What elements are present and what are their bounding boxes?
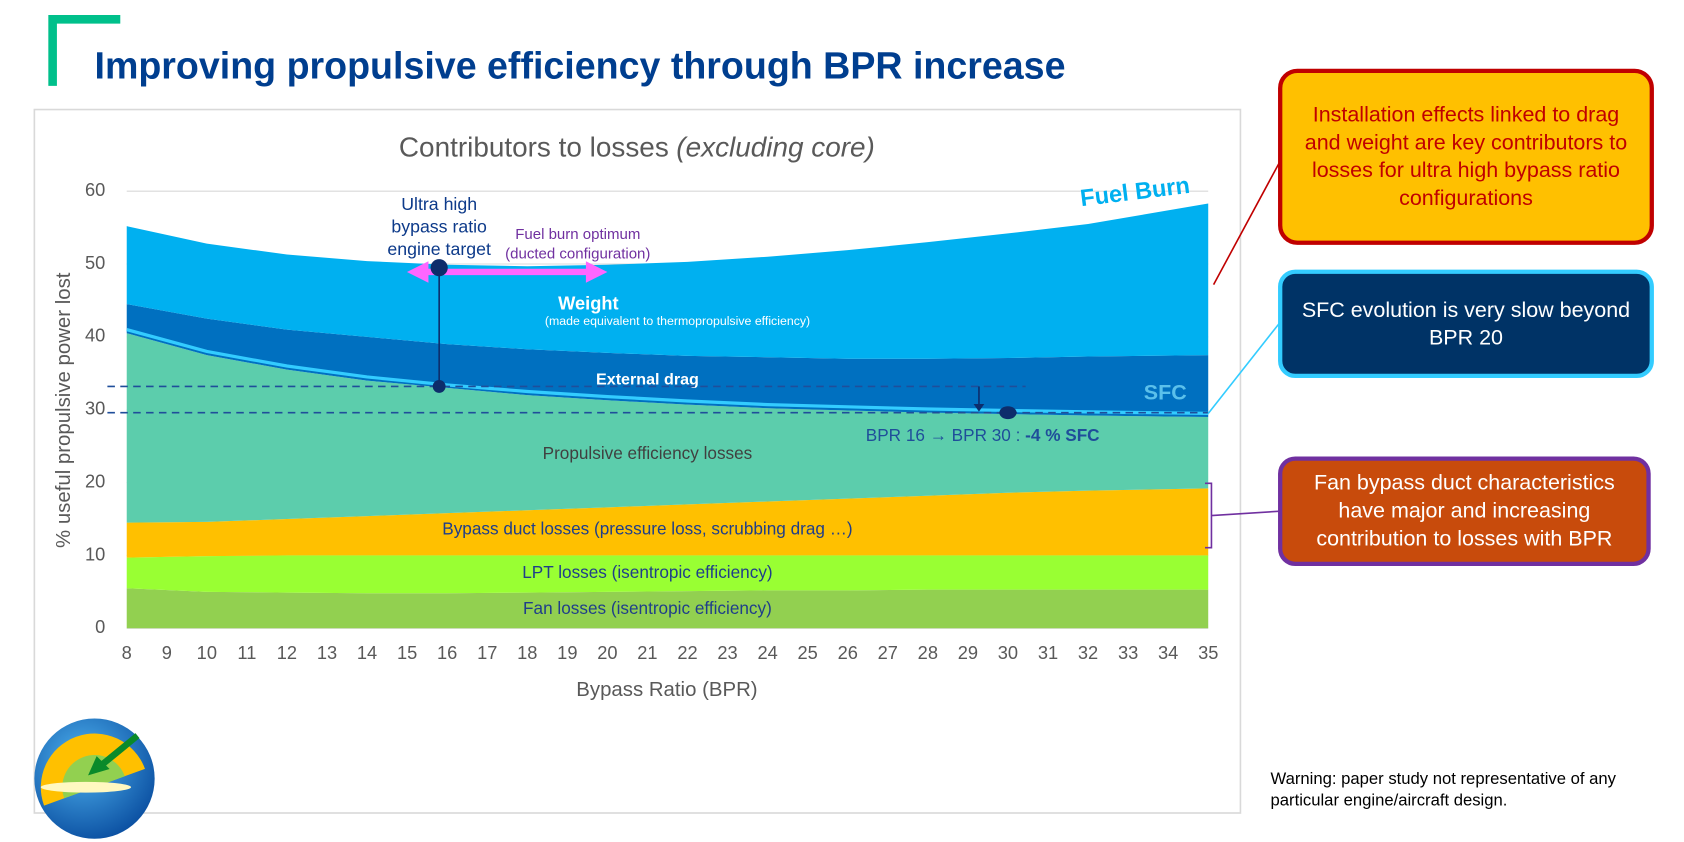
- callout: Installation effects linked to drag and …: [1304, 103, 1628, 211]
- y-tick-label: 20: [85, 470, 105, 491]
- area: [126, 304, 1209, 418]
- sfc-label: SFC: [1144, 381, 1187, 405]
- y-axis-label: % useful propulsive power lost: [53, 272, 75, 548]
- y-tick-label: 50: [85, 252, 105, 273]
- y-tick-label: 40: [85, 325, 105, 346]
- area: [126, 203, 1209, 359]
- x-tick-label: 19: [557, 642, 577, 663]
- sfc-gain-value: -4 % SFC: [1025, 425, 1099, 445]
- chart-title-main: Contributors to losses: [399, 132, 669, 163]
- arrow-head: [973, 404, 985, 412]
- x-tick-label: 33: [1118, 642, 1138, 663]
- area-note: (made equivalent to thermopropulsive eff…: [545, 314, 810, 328]
- x-tick-label: 31: [1038, 642, 1058, 663]
- callout: SFC evolution is very slow beyond BPR 20: [1301, 298, 1631, 350]
- target-base: [432, 379, 446, 393]
- x-tick-label: 14: [357, 642, 377, 663]
- x-tick-label: 16: [437, 642, 457, 663]
- y-tick-label: 10: [85, 543, 105, 564]
- target-label: engine target: [387, 239, 491, 259]
- area: [126, 555, 1209, 594]
- area: [126, 333, 1209, 523]
- x-tick-label: 23: [717, 642, 737, 663]
- warning-text: Warning: paper study not representative …: [1270, 770, 1616, 810]
- x-tick-label: 25: [798, 642, 818, 663]
- y-tick-label: 0: [95, 616, 105, 637]
- sfc-point: [999, 406, 1017, 420]
- x-tick-label: 12: [277, 642, 297, 663]
- x-tick-label: 22: [677, 642, 697, 663]
- sfc-line: [126, 328, 1209, 415]
- x-tick-label: 26: [838, 642, 858, 663]
- target-label: bypass ratio: [391, 216, 487, 236]
- area-label: Bypass duct losses (pressure loss, scrub…: [442, 518, 852, 538]
- y-tick-label: 30: [85, 398, 105, 419]
- callout-box: [1278, 269, 1654, 379]
- x-tick-label: 18: [517, 642, 537, 663]
- x-tick-label: 20: [597, 642, 617, 663]
- sfc-gain: BPR 16 → BPR 30 : -4 % SFC: [866, 425, 1100, 445]
- chart-title-note: (excluding core): [676, 132, 875, 163]
- slide-title: Improving propulsive efficiency through …: [95, 45, 1066, 87]
- x-tick-label: 9: [162, 642, 172, 663]
- optimum-label: (ducted configuration): [505, 246, 650, 263]
- callout-text: SFC evolution is very slow beyond BPR 20: [1301, 298, 1631, 350]
- y-tick-label: 60: [85, 179, 105, 200]
- warning: Warning: paper study not representative …: [1270, 770, 1616, 810]
- area: [126, 588, 1209, 629]
- x-tick-label: 28: [918, 642, 938, 663]
- x-tick-label: 35: [1198, 642, 1218, 663]
- area: [126, 488, 1209, 558]
- x-tick-label: 29: [958, 642, 978, 663]
- area-label: Propulsive efficiency losses: [543, 443, 753, 463]
- x-tick-label: 27: [878, 642, 898, 663]
- x-tick-label: 17: [477, 642, 497, 663]
- x-tick-label: 8: [122, 642, 132, 663]
- target-label: Ultra high: [401, 194, 477, 214]
- chart-title: Contributors to losses (excluding core): [399, 132, 875, 163]
- area-label: Weight: [558, 292, 619, 313]
- arrow-head: [406, 261, 429, 283]
- logo: [34, 718, 155, 839]
- area-label: Fan losses (isentropic efficiency): [523, 598, 772, 618]
- optimum-label: Fuel burn optimum: [515, 226, 640, 243]
- callout: Fan bypass duct characteristics have maj…: [1313, 471, 1615, 551]
- callout-text: Fan bypass duct characteristics have maj…: [1313, 471, 1615, 551]
- area-label: External drag: [596, 370, 699, 388]
- callout-box: [1278, 68, 1654, 245]
- target-point: [430, 259, 448, 277]
- x-tick-label: 10: [197, 642, 217, 663]
- connector: [1207, 321, 1281, 414]
- x-tick-label: 21: [637, 642, 657, 663]
- x-tick-label: 15: [397, 642, 417, 663]
- x-axis-label: Bypass Ratio (BPR): [576, 679, 757, 701]
- callout-text: Installation effects linked to drag and …: [1304, 103, 1628, 211]
- connector: [1212, 160, 1281, 285]
- x-tick-label: 34: [1158, 642, 1178, 663]
- x-tick-label: 32: [1078, 642, 1098, 663]
- x-tick-label: 30: [998, 642, 1018, 663]
- callout-box: [1278, 456, 1651, 566]
- x-tick-label: 13: [317, 642, 337, 663]
- x-tick-label: 24: [757, 642, 777, 663]
- arrow-head: [585, 261, 608, 283]
- x-tick-label: 11: [237, 642, 256, 663]
- plot-area: Fan losses (isentropic efficiency) LPT lo…: [126, 173, 1209, 629]
- sfc-gain-label: BPR 16 → BPR 30 :: [866, 425, 1025, 445]
- area-label: LPT losses (isentropic efficiency): [522, 562, 772, 582]
- connector: [1205, 482, 1281, 549]
- title-bracket: [48, 15, 121, 86]
